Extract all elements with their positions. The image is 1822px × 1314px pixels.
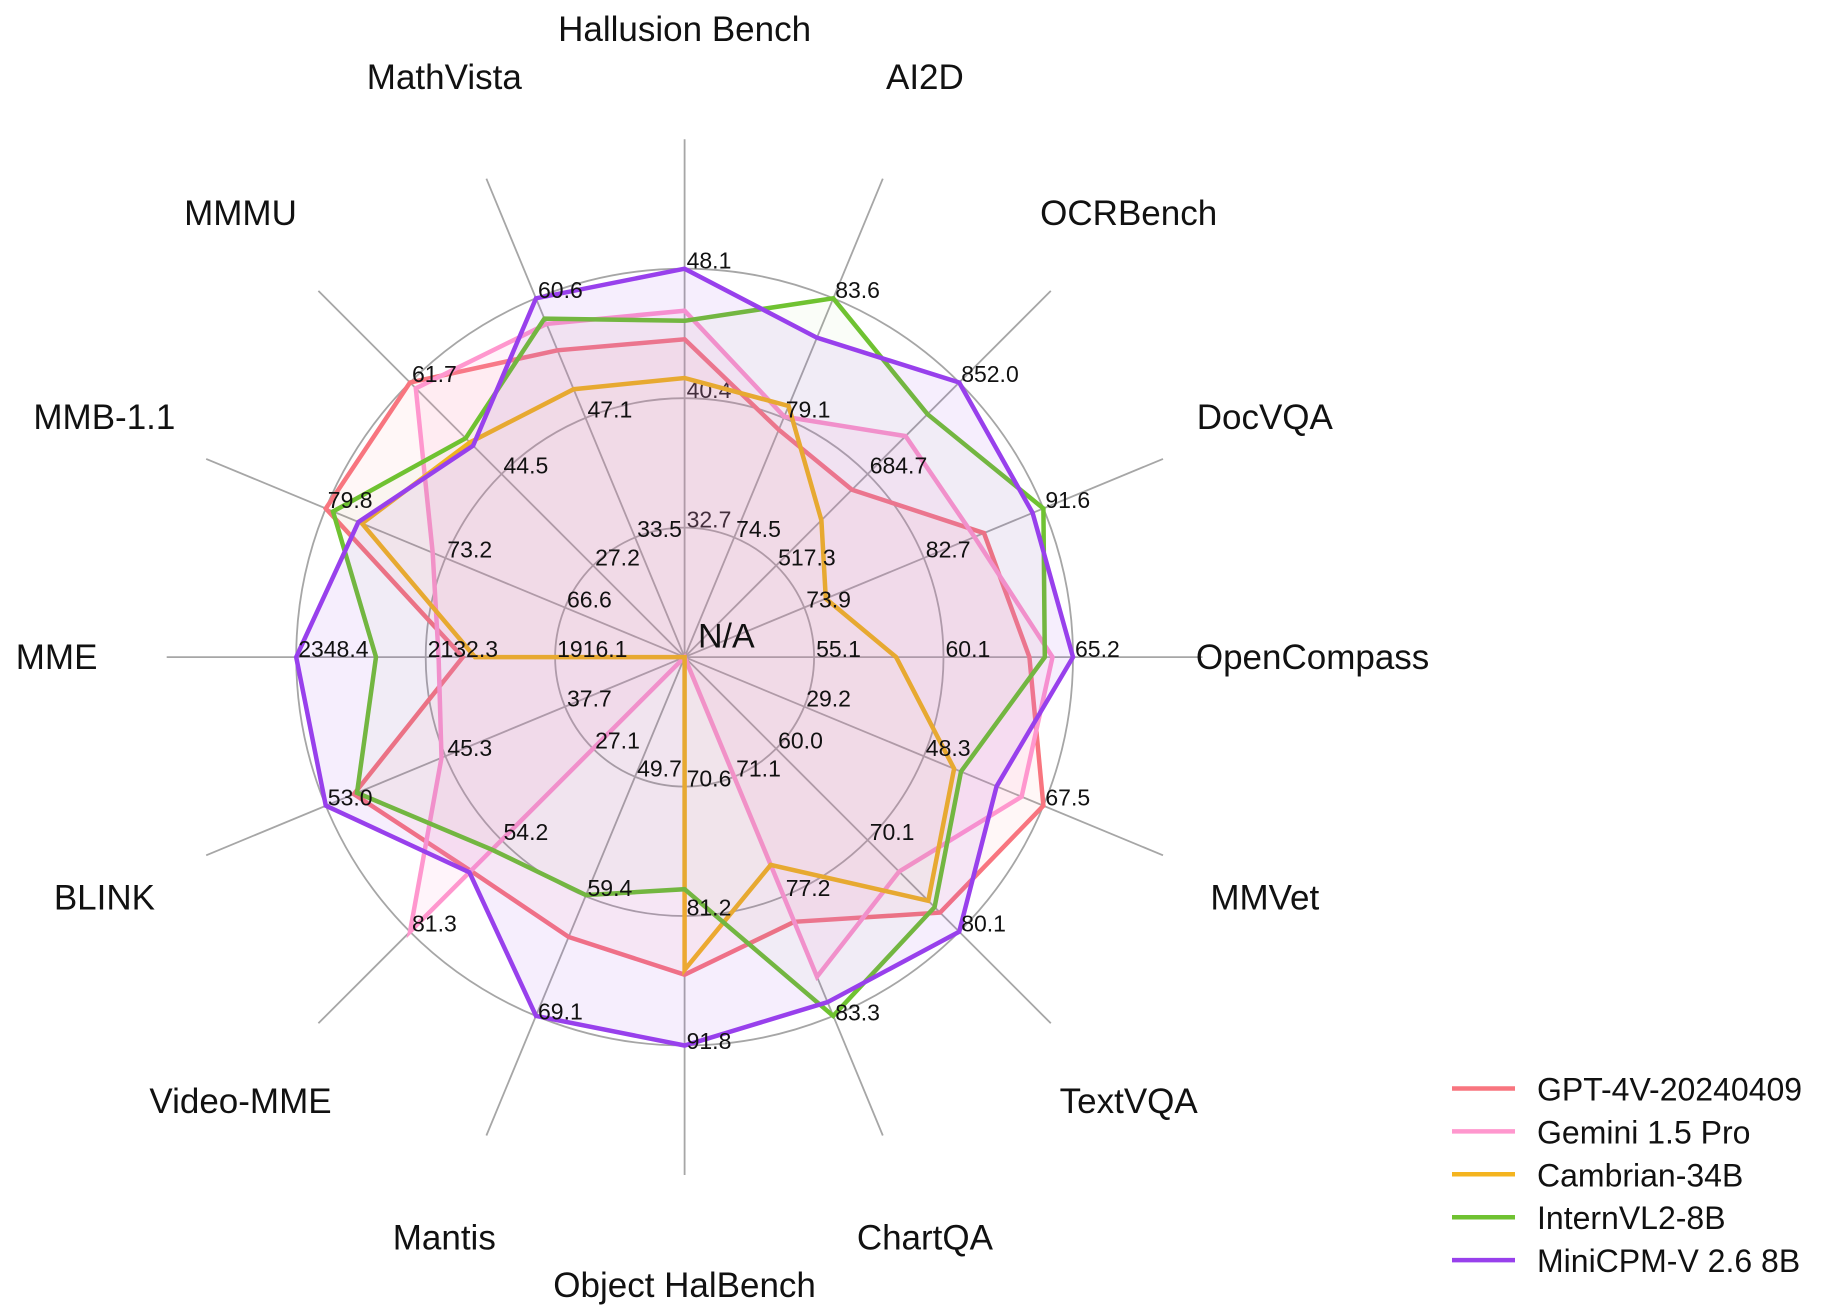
svg-text:1916.1: 1916.1 [557, 636, 627, 662]
svg-text:Cambrian-34B: Cambrian-34B [1537, 1157, 1743, 1193]
svg-text:OCRBench: OCRBench [1040, 194, 1217, 233]
svg-text:AI2D: AI2D [886, 58, 964, 97]
svg-text:27.2: 27.2 [595, 544, 640, 570]
svg-text:47.1: 47.1 [588, 397, 633, 423]
svg-text:OpenCompass: OpenCompass [1196, 638, 1429, 677]
svg-text:70.1: 70.1 [870, 819, 915, 845]
svg-text:74.5: 74.5 [736, 516, 781, 542]
svg-text:91.6: 91.6 [1045, 487, 1090, 513]
svg-text:29.2: 29.2 [806, 685, 851, 711]
svg-text:517.3: 517.3 [778, 544, 836, 570]
svg-text:N/A: N/A [698, 618, 755, 656]
svg-text:MiniCPM-V 2.6 8B: MiniCPM-V 2.6 8B [1537, 1243, 1800, 1279]
svg-text:MMVet: MMVet [1210, 878, 1319, 917]
svg-text:55.1: 55.1 [816, 636, 861, 662]
svg-text:61.7: 61.7 [412, 361, 457, 387]
svg-text:MathVista: MathVista [367, 58, 523, 97]
svg-text:73.9: 73.9 [806, 586, 851, 612]
svg-text:91.8: 91.8 [687, 1028, 732, 1054]
svg-text:60.6: 60.6 [538, 277, 583, 303]
svg-text:MME: MME [16, 638, 98, 677]
svg-text:32.7: 32.7 [687, 506, 732, 532]
svg-text:81.3: 81.3 [412, 910, 457, 936]
svg-text:852.0: 852.0 [961, 361, 1019, 387]
svg-text:48.1: 48.1 [687, 247, 732, 273]
svg-text:Gemini 1.5 Pro: Gemini 1.5 Pro [1537, 1114, 1750, 1150]
svg-text:69.1: 69.1 [538, 999, 583, 1025]
svg-text:TextVQA: TextVQA [1060, 1082, 1199, 1121]
svg-text:54.2: 54.2 [504, 819, 549, 845]
svg-text:InternVL2-8B: InternVL2-8B [1537, 1200, 1726, 1236]
svg-text:27.1: 27.1 [595, 727, 640, 753]
svg-text:MMB-1.1: MMB-1.1 [33, 398, 175, 437]
svg-text:83.3: 83.3 [835, 1000, 880, 1026]
svg-text:82.7: 82.7 [926, 537, 971, 563]
svg-text:67.5: 67.5 [1045, 784, 1090, 810]
svg-text:48.3: 48.3 [926, 735, 971, 761]
svg-text:Hallusion Bench: Hallusion Bench [558, 10, 811, 49]
svg-text:59.4: 59.4 [588, 875, 633, 901]
svg-text:684.7: 684.7 [870, 453, 928, 479]
svg-text:Video-MME: Video-MME [149, 1082, 331, 1121]
svg-text:2132.3: 2132.3 [428, 636, 498, 662]
svg-text:53.0: 53.0 [328, 784, 373, 810]
svg-text:44.5: 44.5 [504, 453, 549, 479]
svg-text:33.5: 33.5 [637, 516, 682, 542]
svg-text:60.0: 60.0 [778, 727, 823, 753]
svg-text:2348.4: 2348.4 [298, 636, 369, 662]
svg-text:66.6: 66.6 [567, 586, 612, 612]
svg-text:GPT-4V-20240409: GPT-4V-20240409 [1537, 1072, 1802, 1108]
svg-text:MMMU: MMMU [184, 194, 297, 233]
svg-text:Mantis: Mantis [393, 1218, 496, 1257]
svg-text:Object HalBench: Object HalBench [553, 1266, 816, 1305]
svg-text:83.6: 83.6 [835, 277, 880, 303]
svg-text:65.2: 65.2 [1075, 636, 1120, 662]
svg-text:BLINK: BLINK [54, 878, 155, 917]
svg-text:81.2: 81.2 [687, 895, 732, 921]
svg-text:77.2: 77.2 [786, 875, 831, 901]
svg-text:70.6: 70.6 [687, 765, 732, 791]
svg-text:37.7: 37.7 [567, 685, 612, 711]
svg-text:79.8: 79.8 [328, 487, 373, 513]
svg-text:ChartQA: ChartQA [857, 1218, 994, 1257]
svg-text:73.2: 73.2 [447, 537, 492, 563]
svg-text:79.1: 79.1 [786, 397, 831, 423]
svg-text:80.1: 80.1 [961, 910, 1006, 936]
svg-text:71.1: 71.1 [736, 755, 781, 781]
svg-text:45.3: 45.3 [447, 735, 492, 761]
svg-text:DocVQA: DocVQA [1197, 398, 1334, 437]
svg-text:60.1: 60.1 [946, 636, 991, 662]
svg-text:49.7: 49.7 [637, 755, 682, 781]
